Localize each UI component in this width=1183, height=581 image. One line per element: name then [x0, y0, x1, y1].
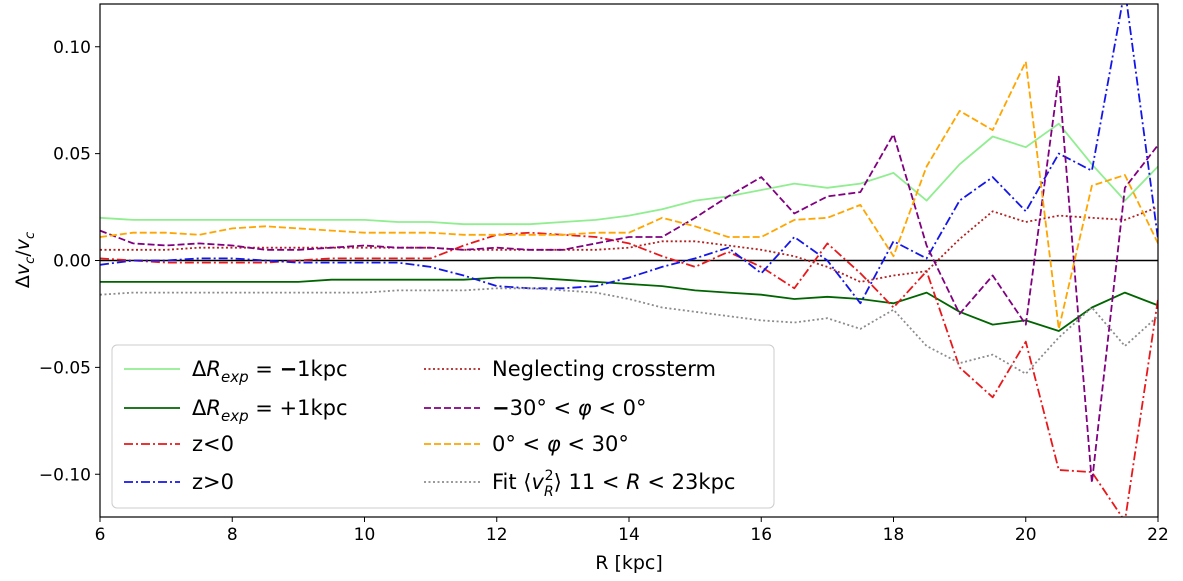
series-line-7-0-30: [100, 60, 1158, 330]
legend-label-z-below: z<0: [192, 432, 234, 456]
legend-label-phi-positive: 0° < φ < 30°: [492, 432, 629, 456]
x-tick-label: 16: [750, 525, 772, 545]
series-line-1-r-exp-1kpc: [100, 122, 1158, 226]
x-tick-label: 10: [354, 525, 376, 545]
x-tick-label: 12: [486, 525, 508, 545]
legend: ΔRexp = −1kpc ΔRexp = +1kpc z<0 z>0 Negl…: [111, 344, 775, 509]
series-line-5-neglecting-crossterm: [100, 206, 1158, 283]
x-tick-label: 22: [1147, 525, 1169, 545]
x-tick-label: 8: [227, 525, 238, 545]
legend-label-phi-negative: −30° < φ < 0°: [492, 396, 646, 420]
x-tick-label: 6: [95, 525, 106, 545]
y-tick-label: 0.05: [53, 145, 91, 165]
x-tick-label: 18: [883, 525, 905, 545]
series-line-8-fit-v-r-11-r-23kpc: [100, 287, 1158, 375]
y-tick-label: −0.05: [39, 358, 91, 378]
series-line-6-30-0: [100, 75, 1158, 484]
y-tick-label: 0.10: [53, 38, 91, 58]
x-tick-label: 14: [618, 525, 640, 545]
y-tick-label: 0.00: [53, 252, 91, 272]
y-tick-label: −0.10: [39, 465, 91, 485]
series-line-4-z-0: [100, 4, 1158, 305]
series-line-2-r-exp-1kpc: [100, 276, 1158, 332]
x-axis-label: R [kpc]: [595, 552, 663, 574]
legend-label-crossterm: Neglecting crossterm: [492, 357, 716, 381]
legend-label-z-above: z>0: [192, 470, 234, 494]
x-tick-label: 20: [1015, 525, 1037, 545]
legend-box: [111, 344, 775, 509]
